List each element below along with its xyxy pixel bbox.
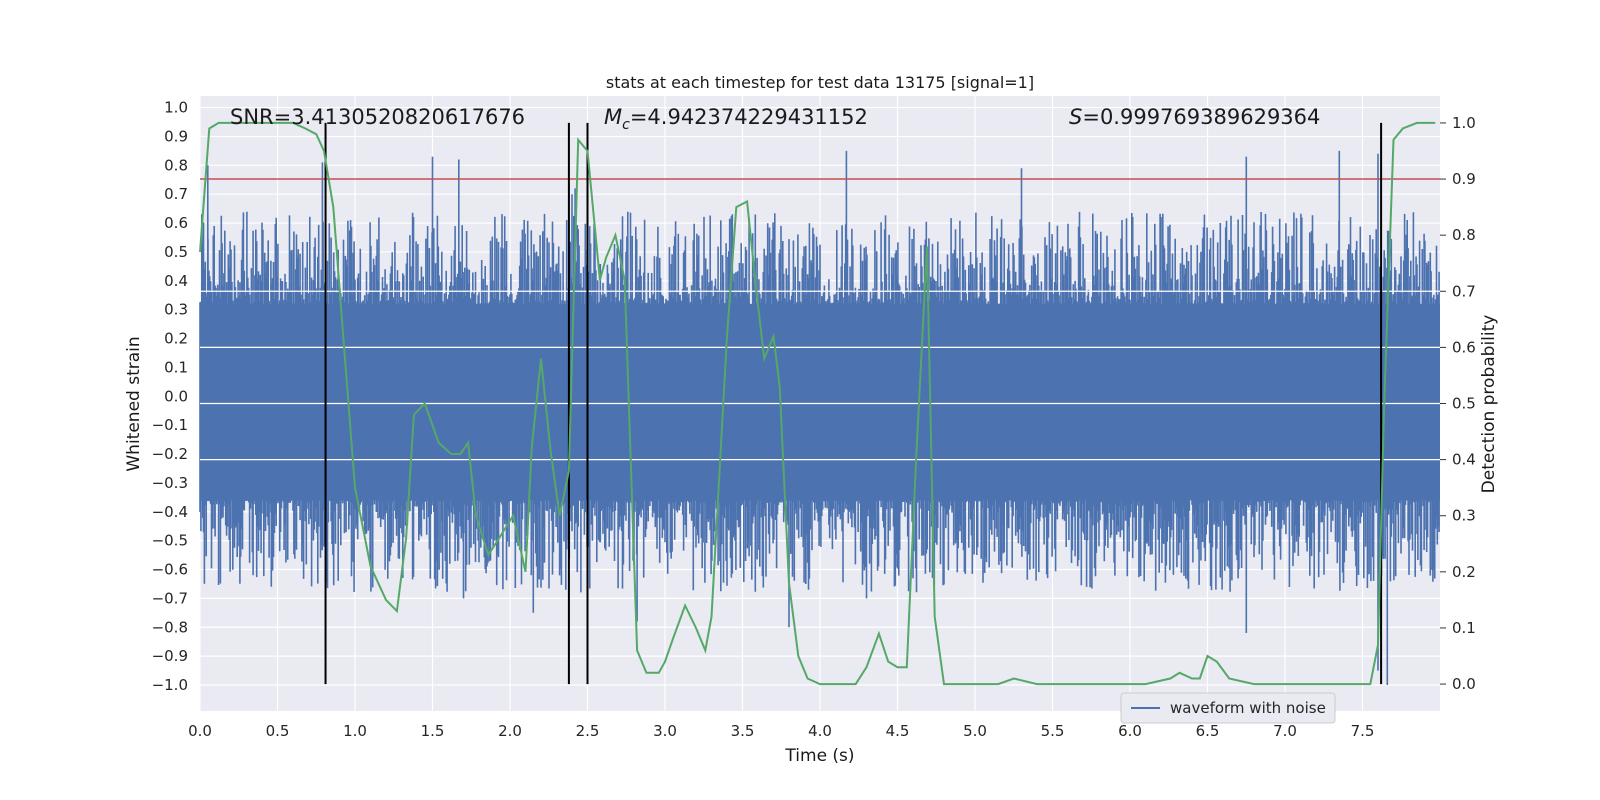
y2-tick-label: 0.4: [1452, 451, 1476, 469]
y-tick-label: 0.9: [164, 127, 188, 145]
mc-annotation: Mc=4.942374229431152: [604, 105, 868, 133]
s-annotation: S=0.999769389629364: [1069, 105, 1320, 129]
x-tick-label: 1.0: [343, 722, 367, 740]
x-tick-label: 7.0: [1273, 722, 1297, 740]
x-tick-label: 1.5: [421, 722, 445, 740]
x-tick-label: 4.0: [808, 722, 832, 740]
y2-tick-label: 0.0: [1452, 675, 1476, 693]
x-tick-label: 6.5: [1196, 722, 1220, 740]
y2-tick-label: 0.7: [1452, 282, 1476, 300]
y-tick-label: −0.5: [152, 532, 188, 550]
x-tick-label: 2.0: [498, 722, 522, 740]
y2-tick-label: 0.6: [1452, 338, 1476, 356]
y-tick-label: 0.2: [164, 330, 188, 348]
y2-tick-label: 0.5: [1452, 395, 1476, 413]
vertical-markers: [324, 122, 1383, 685]
y2-tick-label: 0.3: [1452, 507, 1476, 525]
x-tick-label: 0.0: [188, 722, 212, 740]
y-axis-ticks: 1.0 0.9 0.8 0.7 0.6 0.5 0.4 0.3 0.2 0.1 0.0 −0.1 −0.…: [152, 99, 188, 694]
y-tick-label: 0.8: [164, 156, 188, 174]
y2-tick-label: 0.1: [1452, 619, 1476, 637]
y-tick-label: 0.4: [164, 272, 188, 290]
y2-axis-ticks: 1.0 0.9 0.8 0.7 0.6 0.5 0.4 0.3 0.2 0.1 0.0: [1440, 114, 1476, 693]
series-detection-probability: [199, 121, 1436, 686]
y-tick-label: −0.6: [152, 561, 188, 579]
y-tick-label: −0.7: [152, 589, 188, 607]
y2-tick-label: 0.9: [1452, 170, 1476, 188]
y2-tick-label: 1.0: [1452, 114, 1476, 132]
legend: waveform with noise: [1120, 692, 1336, 724]
series-waveform-with-noise: [199, 150, 1440, 685]
y-tick-label: 0.0: [164, 387, 188, 405]
y2-tick-label: 0.2: [1452, 563, 1476, 581]
y-tick-label: −1.0: [152, 676, 188, 694]
y-tick-label: −0.3: [152, 474, 188, 492]
x-tick-label: 6.0: [1118, 722, 1142, 740]
noise-core: [200, 303, 1440, 501]
y-tick-label: 0.1: [164, 358, 188, 376]
y-tick-label: 0.7: [164, 185, 188, 203]
y-tick-label: −0.9: [152, 647, 188, 665]
x-tick-label: 3.0: [653, 722, 677, 740]
legend-label: waveform with noise: [1170, 699, 1326, 717]
y-tick-label: 0.6: [164, 214, 188, 232]
x-tick-label: 5.5: [1041, 722, 1065, 740]
y-tick-label: −0.2: [152, 445, 188, 463]
y-tick-label: −0.8: [152, 618, 188, 636]
x-tick-label: 0.5: [266, 722, 290, 740]
snr-annotation: SNR=3.4130520820617676: [230, 105, 525, 129]
x-tick-label: 4.5: [886, 722, 910, 740]
y2-tick-label: 0.8: [1452, 226, 1476, 244]
x-tick-label: 7.5: [1351, 722, 1375, 740]
y-tick-label: 1.0: [164, 99, 188, 117]
x-tick-label: 2.5: [576, 722, 600, 740]
chart-title: stats at each timestep for test data 131…: [606, 73, 1034, 92]
y-tick-label: −0.1: [152, 416, 188, 434]
probability-line: [199, 121, 1436, 686]
legend-box: [1120, 692, 1336, 724]
y-tick-label: 0.5: [164, 243, 188, 261]
y-tick-label: 0.3: [164, 301, 188, 319]
x-axis-ticks: 0.0 0.5 1.0 1.5 2.0 2.5 3.0 3.5 4.0 4.5 5.0 5.5 6.0 6…: [188, 722, 1374, 740]
y-axis-label: Whitened strain: [124, 336, 144, 471]
x-axis-label: Time (s): [784, 746, 854, 766]
y-tick-label: −0.4: [152, 503, 188, 521]
x-tick-label: 5.0: [963, 722, 987, 740]
x-tick-label: 3.5: [731, 722, 755, 740]
y2-axis-label: Detection probability: [1479, 315, 1499, 494]
